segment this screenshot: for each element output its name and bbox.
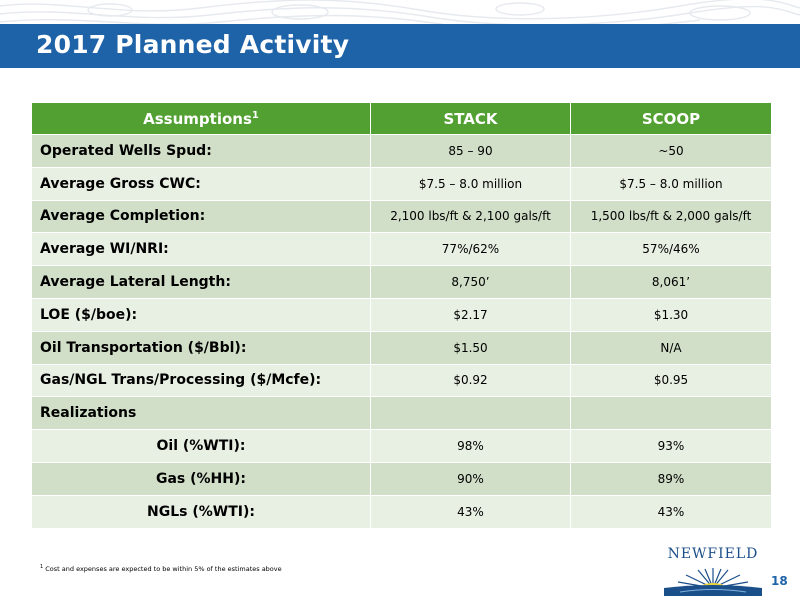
scoop-value: $0.95: [570, 363, 772, 398]
row-label: Gas (%HH):: [31, 461, 371, 496]
table-row: Oil Transportation ($/Bbl): $1.50 N/A: [31, 330, 772, 365]
table-row: Average WI/NRI: 77%/62% 57%/46%: [31, 232, 772, 267]
newfield-sunrise-logo-icon: [664, 568, 762, 596]
stack-value: 8,750’: [370, 265, 571, 299]
row-label: Operated Wells Spud:: [31, 134, 371, 168]
stack-value: $0.92: [370, 363, 571, 398]
scoop-value: N/A: [570, 330, 772, 365]
footnote-marker: 1: [251, 109, 259, 121]
scoop-value: $1.30: [570, 297, 772, 332]
page-title: 2017 Planned Activity: [36, 30, 350, 59]
stack-value: 43%: [370, 494, 571, 529]
page-number: 18: [771, 574, 788, 588]
scoop-value: 93%: [570, 429, 772, 463]
stack-value: 98%: [370, 429, 571, 463]
scoop-value: 57%/46%: [570, 232, 772, 267]
assumptions-table: Assumptions1 STACK SCOOP Operated Wells …: [31, 102, 772, 529]
header-stack: STACK: [370, 102, 571, 135]
stack-value: 2,100 lbs/ft & 2,100 gals/ft: [370, 199, 571, 234]
stack-value: [370, 396, 571, 431]
scoop-value: 1,500 lbs/ft & 2,000 gals/ft: [570, 199, 772, 234]
table-header-row: Assumptions1 STACK SCOOP: [31, 102, 772, 135]
row-label: Average Completion:: [31, 199, 371, 234]
stack-value: 85 – 90: [370, 134, 571, 168]
table-row: Oil (%WTI): 98% 93%: [31, 429, 772, 463]
table-row: Gas (%HH): 90% 89%: [31, 461, 772, 496]
row-label: Gas/NGL Trans/Processing ($/Mcfe):: [31, 363, 371, 398]
footnote-number: 1: [40, 564, 44, 570]
logo-text: NEWFIELD: [667, 546, 759, 562]
stack-value: 77%/62%: [370, 232, 571, 267]
stack-value: $1.50: [370, 330, 571, 365]
newfield-logo: NEWFIELD: [660, 546, 766, 596]
footnote-text: Cost and expenses are expected to be wit…: [45, 565, 282, 574]
table-row: Average Lateral Length: 8,750’ 8,061’: [31, 265, 772, 299]
stack-value: $7.5 – 8.0 million: [370, 166, 571, 201]
scoop-value: 8,061’: [570, 265, 772, 299]
stack-value: 90%: [370, 461, 571, 496]
footnote: 1 Cost and expenses are expected to be w…: [40, 564, 282, 573]
row-label: Realizations: [31, 396, 371, 431]
row-label: Oil (%WTI):: [31, 429, 371, 463]
scoop-value: 43%: [570, 494, 772, 529]
title-bar: 2017 Planned Activity: [0, 24, 800, 68]
table-row: Gas/NGL Trans/Processing ($/Mcfe): $0.92…: [31, 363, 772, 398]
scoop-value: $7.5 – 8.0 million: [570, 166, 772, 201]
table-row: Average Gross CWC: $7.5 – 8.0 million $7…: [31, 166, 772, 201]
table-row: Average Completion: 2,100 lbs/ft & 2,100…: [31, 199, 772, 234]
row-label: NGLs (%WTI):: [31, 494, 371, 529]
topographic-pattern: [0, 0, 800, 24]
header-assumptions: Assumptions1: [31, 102, 371, 135]
row-label: LOE ($/boe):: [31, 297, 371, 332]
header-scoop: SCOOP: [570, 102, 772, 135]
row-label: Average WI/NRI:: [31, 232, 371, 267]
table-row: LOE ($/boe): $2.17 $1.30: [31, 297, 772, 332]
scoop-value: 89%: [570, 461, 772, 496]
table-row: Operated Wells Spud: 85 – 90 ~50: [31, 134, 772, 168]
row-label: Oil Transportation ($/Bbl):: [31, 330, 371, 365]
row-label: Average Lateral Length:: [31, 265, 371, 299]
scoop-value: ~50: [570, 134, 772, 168]
table-row: Realizations: [31, 396, 772, 431]
table-row: NGLs (%WTI): 43% 43%: [31, 494, 772, 529]
row-label: Average Gross CWC:: [31, 166, 371, 201]
scoop-value: [570, 396, 772, 431]
stack-value: $2.17: [370, 297, 571, 332]
